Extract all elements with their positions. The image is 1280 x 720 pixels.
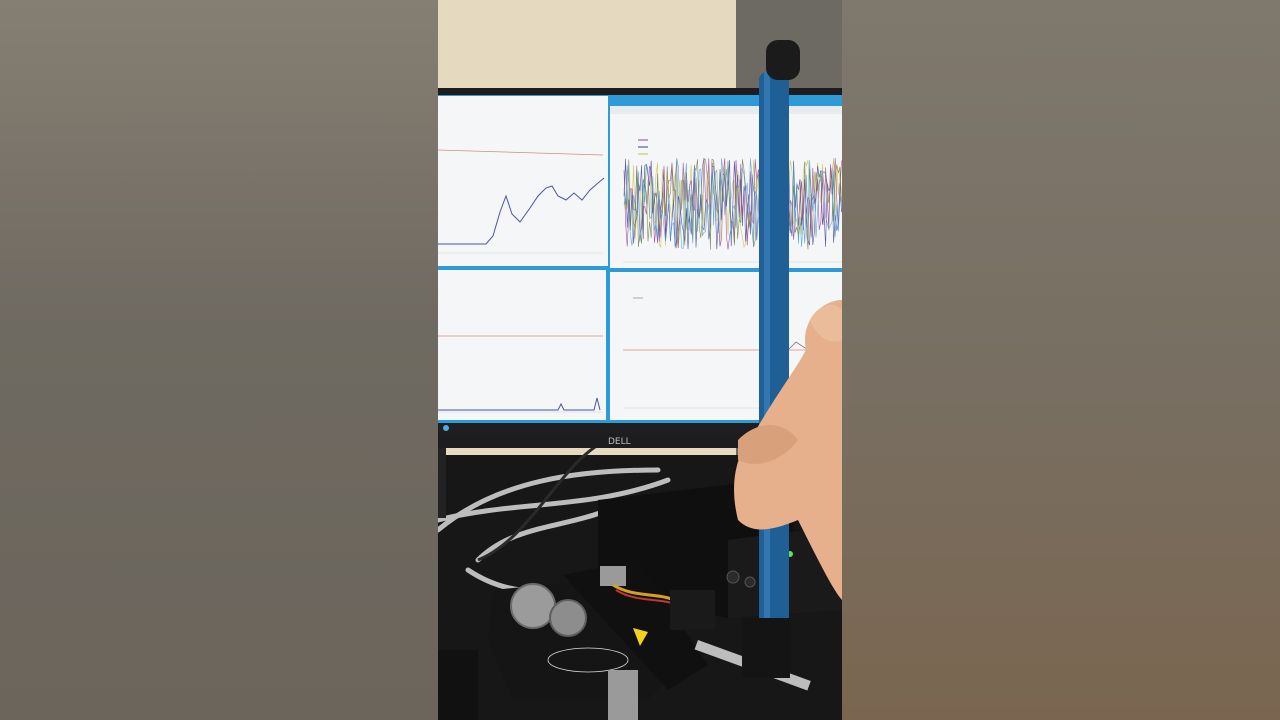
noise-trace-0 xyxy=(623,158,842,250)
noise-traces xyxy=(623,157,842,250)
panel-top-left[interactable] xyxy=(438,96,608,266)
gear-large[interactable] xyxy=(510,583,556,629)
thumb xyxy=(738,425,798,464)
arm[interactable] xyxy=(563,560,708,690)
signal-trace xyxy=(438,397,601,411)
noise-trace-4 xyxy=(623,158,842,249)
panel-top-right[interactable] xyxy=(610,106,842,268)
sensor-head xyxy=(600,566,626,586)
lab-scene: DELL xyxy=(438,0,842,720)
monitor-stand xyxy=(438,448,446,518)
blurred-background-left xyxy=(0,0,438,720)
rod-clamp xyxy=(742,618,790,678)
turntable-apparatus[interactable] xyxy=(438,560,811,720)
motor-block xyxy=(670,590,715,630)
windows-icon[interactable] xyxy=(443,425,449,431)
post xyxy=(608,670,638,720)
reference-line xyxy=(438,149,604,156)
knob-1[interactable] xyxy=(726,570,740,584)
monitor-logo: DELL xyxy=(608,437,631,447)
index-finger xyxy=(810,304,842,342)
panel-titlebar xyxy=(610,106,842,114)
panel-bottom-left[interactable] xyxy=(438,270,606,420)
spectrum-trace xyxy=(438,177,605,245)
monitor-cable xyxy=(477,443,599,562)
taskbar xyxy=(438,423,842,433)
photo: DELL xyxy=(438,0,842,720)
controller-corner xyxy=(438,650,478,720)
noise-trace-3 xyxy=(623,158,842,250)
legend xyxy=(638,139,648,155)
blurred-background-right xyxy=(842,0,1280,720)
knob-2[interactable] xyxy=(744,576,756,588)
gear-small[interactable] xyxy=(549,599,587,637)
warning-label xyxy=(633,628,648,646)
angle-scale xyxy=(547,647,629,673)
hand xyxy=(734,300,842,600)
rod-cap xyxy=(766,40,800,80)
